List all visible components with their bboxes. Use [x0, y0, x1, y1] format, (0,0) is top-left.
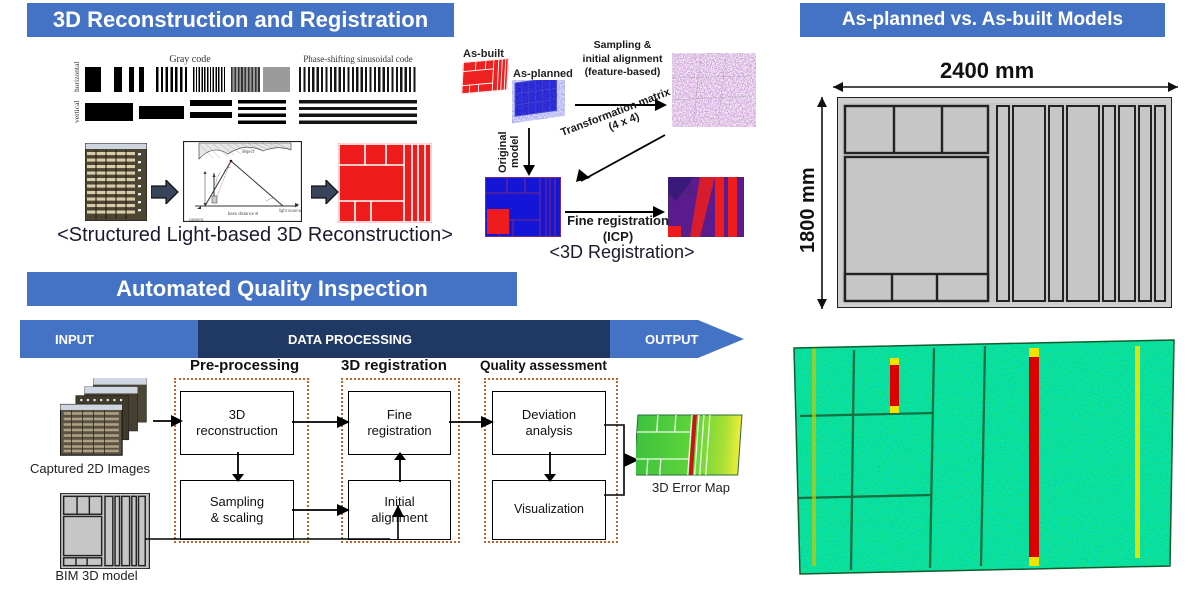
svg-text:camera: camera	[189, 217, 204, 222]
svg-text:light source: light source	[279, 208, 302, 213]
svg-text:base distance B: base distance B	[228, 211, 259, 216]
svg-text:INPUT: INPUT	[55, 332, 94, 347]
svg-text:OUTPUT: OUTPUT	[645, 332, 699, 347]
svg-text:object: object	[242, 150, 255, 155]
svg-text:DATA PROCESSING: DATA PROCESSING	[288, 332, 412, 347]
